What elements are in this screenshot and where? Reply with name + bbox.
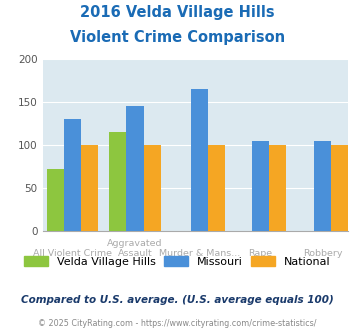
Text: Aggravated: Aggravated <box>107 239 163 248</box>
Text: Compared to U.S. average. (U.S. average equals 100): Compared to U.S. average. (U.S. average … <box>21 295 334 305</box>
Bar <box>109 132 126 231</box>
Text: 2016 Velda Village Hills: 2016 Velda Village Hills <box>80 5 275 20</box>
Bar <box>143 145 161 231</box>
Text: Assault: Assault <box>118 249 152 258</box>
Text: All Violent Crime: All Violent Crime <box>33 249 112 258</box>
Text: Violent Crime Comparison: Violent Crime Comparison <box>70 30 285 45</box>
Text: Robbery: Robbery <box>303 249 343 258</box>
Bar <box>332 145 349 231</box>
Bar <box>47 169 64 231</box>
Bar <box>269 145 286 231</box>
Text: © 2025 CityRating.com - https://www.cityrating.com/crime-statistics/: © 2025 CityRating.com - https://www.city… <box>38 319 317 328</box>
Bar <box>126 106 143 231</box>
Bar <box>191 89 208 231</box>
Bar <box>81 145 98 231</box>
Bar <box>252 141 269 231</box>
Text: Murder & Mans...: Murder & Mans... <box>159 249 240 258</box>
Bar <box>314 141 332 231</box>
Bar <box>208 145 225 231</box>
Legend: Velda Village Hills, Missouri, National: Velda Village Hills, Missouri, National <box>20 252 335 272</box>
Text: Rape: Rape <box>248 249 272 258</box>
Bar <box>64 119 81 231</box>
